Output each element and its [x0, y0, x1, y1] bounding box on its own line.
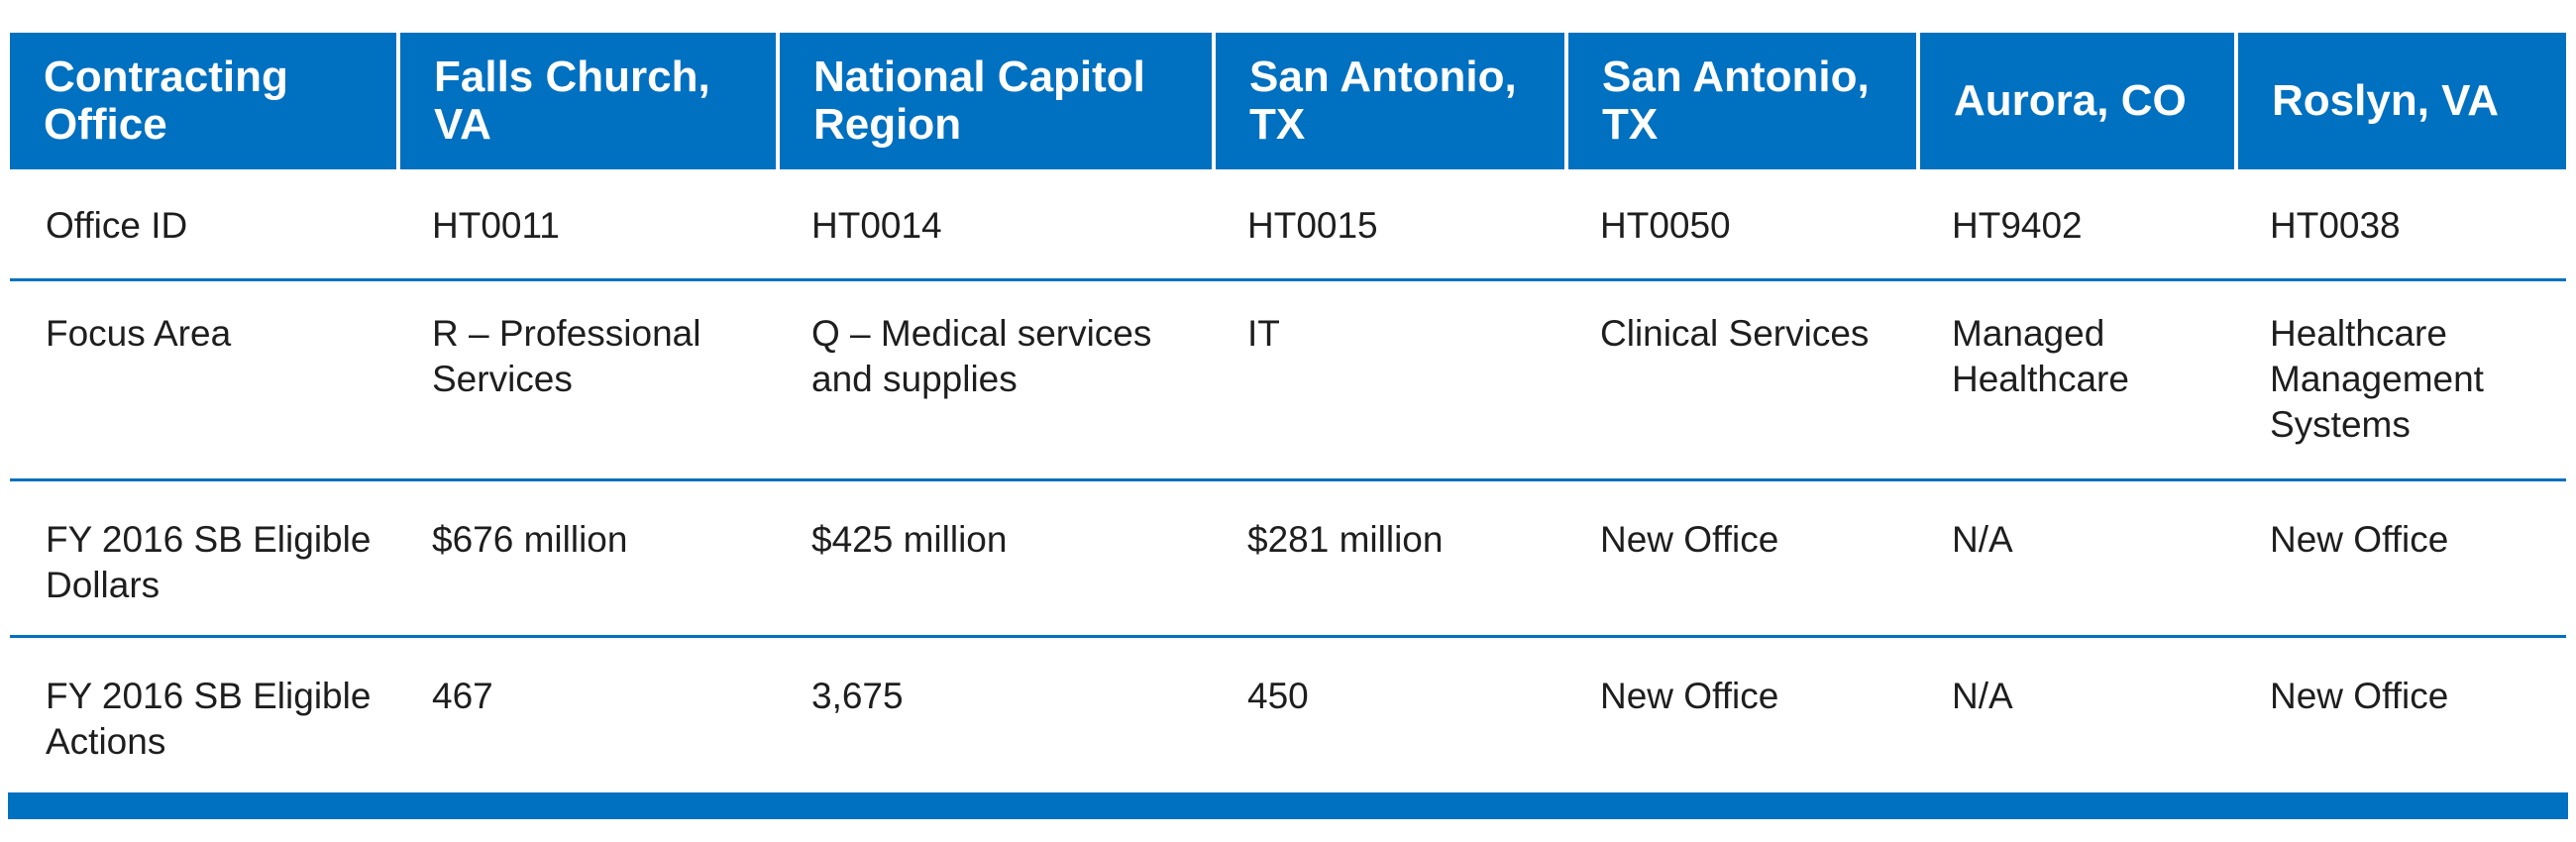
- table-cell: New Office: [1564, 481, 1916, 638]
- table-cell: 3,675: [811, 676, 904, 716]
- header-san-antonio-2: San Antonio, TX: [1564, 33, 1916, 169]
- row-label: Focus Area: [10, 281, 396, 481]
- table-cell: $676 million: [396, 481, 776, 638]
- table-cell: HT9402: [1916, 169, 2234, 281]
- row-label: Office ID: [10, 169, 396, 281]
- table-cell: Healthcare Management Systems: [2234, 281, 2566, 481]
- table-row-eligible-actions: FY 2016 SB Eligible Actions 467 3,675 45…: [10, 638, 2566, 793]
- table-cell: IT: [1212, 281, 1564, 481]
- row-label: FY 2016 SB Eligible Dollars: [10, 481, 396, 638]
- table-cell: HT0050: [1564, 169, 1916, 281]
- table-cell: 450: [1247, 676, 1309, 716]
- table-header: Contracting Office Falls Church, VA Nati…: [10, 33, 2566, 169]
- table-cell: $281 million: [1212, 481, 1564, 638]
- table-body: Office ID HT0011 HT0014 HT0015 HT0050 HT…: [10, 169, 2566, 793]
- contracting-offices-table: Contracting Office Falls Church, VA Nati…: [10, 33, 2566, 793]
- table-cell: HT0014: [776, 169, 1212, 281]
- header-contracting-office: Contracting Office: [10, 33, 396, 169]
- table-cell: New Office: [1600, 676, 1779, 716]
- table-bottom-bar: [8, 792, 2568, 819]
- header-falls-church: Falls Church, VA: [396, 33, 776, 169]
- table-cell: N/A: [1916, 481, 2234, 638]
- contracting-offices-table-container: Contracting Office Falls Church, VA Nati…: [10, 33, 2566, 793]
- table-cell: Clinical Services: [1564, 281, 1916, 481]
- header-roslyn: Roslyn, VA: [2234, 33, 2566, 169]
- table-cell: R – Professional Services: [396, 281, 776, 481]
- header-san-antonio-1: San Antonio, TX: [1212, 33, 1564, 169]
- table-cell: New Office: [2234, 481, 2566, 638]
- header-aurora: Aurora, CO: [1916, 33, 2234, 169]
- table-cell: 467: [432, 676, 493, 716]
- header-row: Contracting Office Falls Church, VA Nati…: [10, 33, 2566, 169]
- table-row-office-id: Office ID HT0011 HT0014 HT0015 HT0050 HT…: [10, 169, 2566, 281]
- table-cell: HT0038: [2234, 169, 2566, 281]
- table-cell: HT0011: [396, 169, 776, 281]
- row-label: FY 2016 SB Eligible Actions: [46, 676, 372, 762]
- table-cell: $425 million: [776, 481, 1212, 638]
- table-cell: HT0015: [1212, 169, 1564, 281]
- table-row-eligible-dollars: FY 2016 SB Eligible Dollars $676 million…: [10, 481, 2566, 638]
- table-cell: Managed Healthcare: [1916, 281, 2234, 481]
- table-cell: New Office: [2270, 676, 2449, 716]
- table-cell: N/A: [1952, 676, 2013, 716]
- header-national-capitol-region: National Capitol Region: [776, 33, 1212, 169]
- table-cell: Q – Medical services and supplies: [776, 281, 1212, 481]
- table-row-focus-area: Focus Area R – Professional Services Q –…: [10, 281, 2566, 481]
